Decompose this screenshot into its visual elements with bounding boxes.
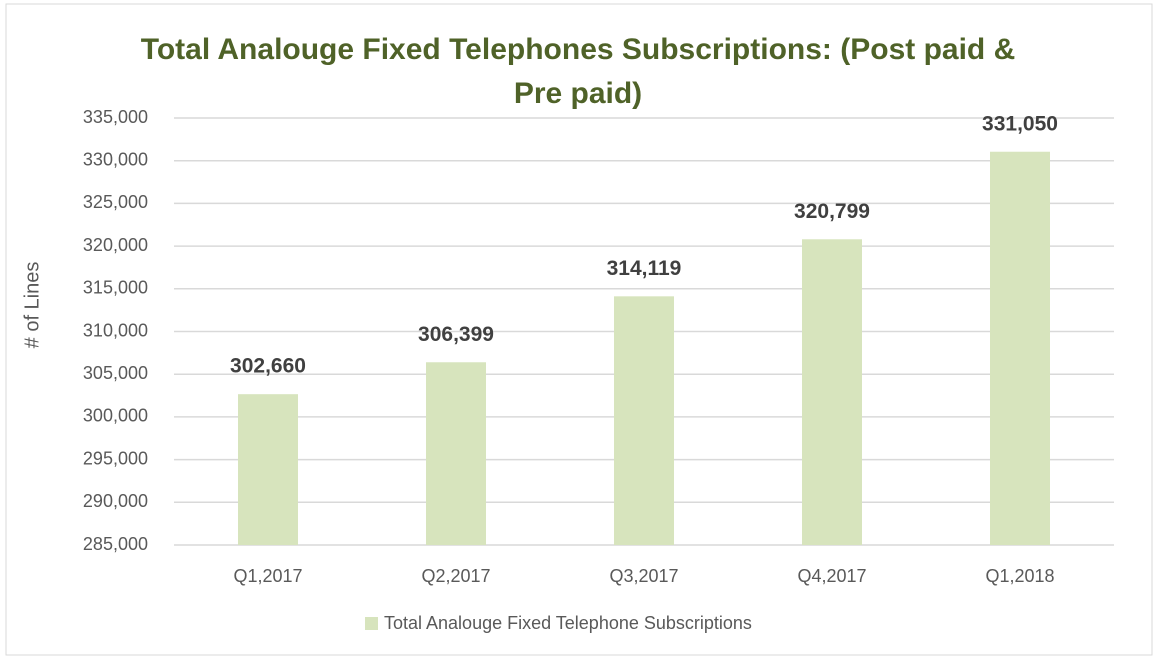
y-axis-label: # of Lines [21,262,43,349]
y-tick-label: 285,000 [83,534,148,554]
x-tick-label: Q3,2017 [609,566,678,586]
bar [238,394,298,545]
chart-title: Total Analouge Fixed Telephones Subscrip… [140,33,1016,110]
x-tick-label: Q1,2018 [985,566,1054,586]
y-tick-label: 330,000 [83,149,148,169]
x-tick-label: Q1,2017 [233,566,302,586]
y-tick-label: 300,000 [83,406,148,426]
chart-frame [5,3,1153,656]
bar [802,239,862,545]
value-label: 302,660 [230,355,306,378]
legend-swatch [365,617,378,630]
y-tick-label: 310,000 [83,320,148,340]
value-label: 306,399 [418,323,494,346]
x-tick-label: Q4,2017 [797,566,866,586]
y-tick-label: 325,000 [83,192,148,212]
bar [614,296,674,545]
bar [990,151,1050,545]
y-tick-label: 295,000 [83,448,148,468]
y-tick-label: 290,000 [83,491,148,511]
value-label: 314,119 [607,257,682,280]
value-label: 320,799 [794,200,870,223]
y-tick-label: 305,000 [83,363,148,383]
bar [426,362,486,545]
y-tick-label: 335,000 [83,107,148,127]
value-label: 331,050 [982,112,1058,135]
x-tick-label: Q2,2017 [421,566,490,586]
y-tick-label: 315,000 [83,278,148,298]
y-tick-label: 320,000 [83,235,148,255]
legend-label: Total Analouge Fixed Telephone Subscript… [384,613,752,633]
